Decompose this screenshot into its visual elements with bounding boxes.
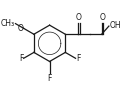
Text: O: O: [17, 24, 23, 33]
Text: O: O: [76, 13, 82, 22]
Text: O: O: [100, 13, 105, 22]
Text: OH: OH: [110, 21, 121, 30]
Text: CH₃: CH₃: [1, 19, 15, 28]
Text: F: F: [19, 54, 23, 63]
Text: F: F: [76, 54, 80, 63]
Text: F: F: [47, 74, 52, 83]
